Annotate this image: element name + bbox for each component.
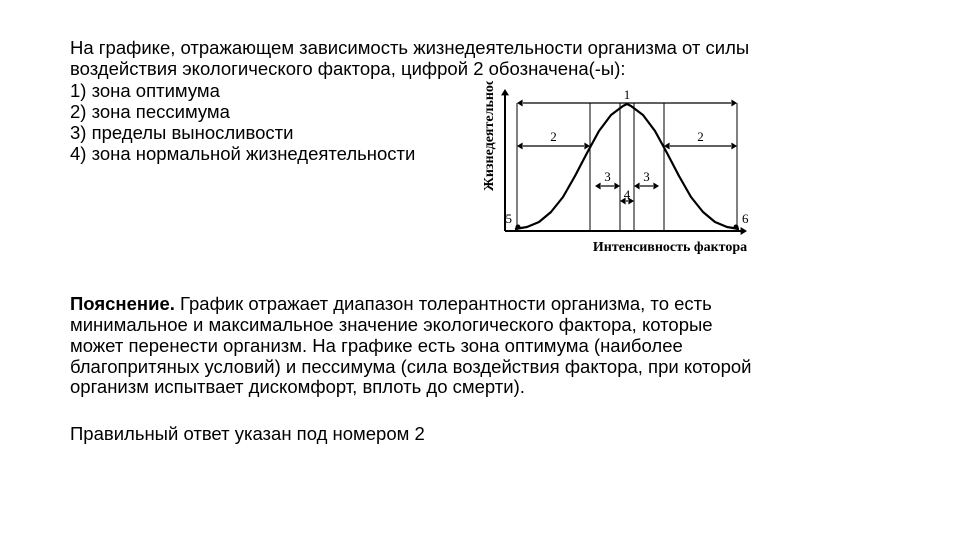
options-list: 1) зона оптимума 2) зона пессимума 3) пр… — [70, 81, 415, 164]
svg-text:3: 3 — [605, 169, 612, 184]
page: На графике, отражающем зависимость жизне… — [0, 0, 960, 540]
explanation-line-2: минимальное и максимальное значение экол… — [70, 314, 713, 335]
svg-text:1: 1 — [624, 87, 631, 102]
x-axis-label: Интенсивность фактора — [593, 240, 747, 255]
svg-text:6: 6 — [742, 211, 749, 226]
y-axis-label: Жизнедеятельность — [482, 81, 497, 191]
option-2: 2) зона пессимума — [70, 102, 415, 123]
explanation-line-3: может перенести организм. На графике ест… — [70, 335, 683, 356]
option-4: 4) зона нормальной жизнедеятельности — [70, 144, 415, 165]
explanation-line-5: организм испытвает дискомфорт, вплоть до… — [70, 376, 525, 397]
explanation: Пояснение. График отражает диапазон толе… — [70, 294, 900, 398]
svg-text:2: 2 — [698, 129, 705, 144]
options-and-figure: 1) зона оптимума 2) зона пессимума 3) пр… — [70, 81, 900, 256]
question-stem: На графике, отражающем зависимость жизне… — [70, 38, 900, 79]
explanation-title: Пояснение. — [70, 293, 175, 314]
question-line-2: воздействия экологического фактора, цифр… — [70, 58, 626, 79]
svg-text:2: 2 — [551, 129, 558, 144]
explanation-line-1: График отражает диапазон толерантности о… — [180, 293, 712, 314]
tolerance-curve-figure: Жизнедеятельность Интенсивность фактора 1 2… — [445, 81, 765, 256]
correct-answer: Правильный ответ указан под номером 2 — [70, 424, 900, 445]
question-line-1: На графике, отражающем зависимость жизне… — [70, 37, 749, 58]
svg-text:5: 5 — [506, 211, 513, 226]
option-1: 1) зона оптимума — [70, 81, 415, 102]
explanation-line-4: благопритяных условий) и пессимума (сила… — [70, 356, 751, 377]
option-3: 3) пределы выносливости — [70, 123, 415, 144]
svg-text:3: 3 — [644, 169, 651, 184]
svg-text:4: 4 — [624, 187, 631, 202]
